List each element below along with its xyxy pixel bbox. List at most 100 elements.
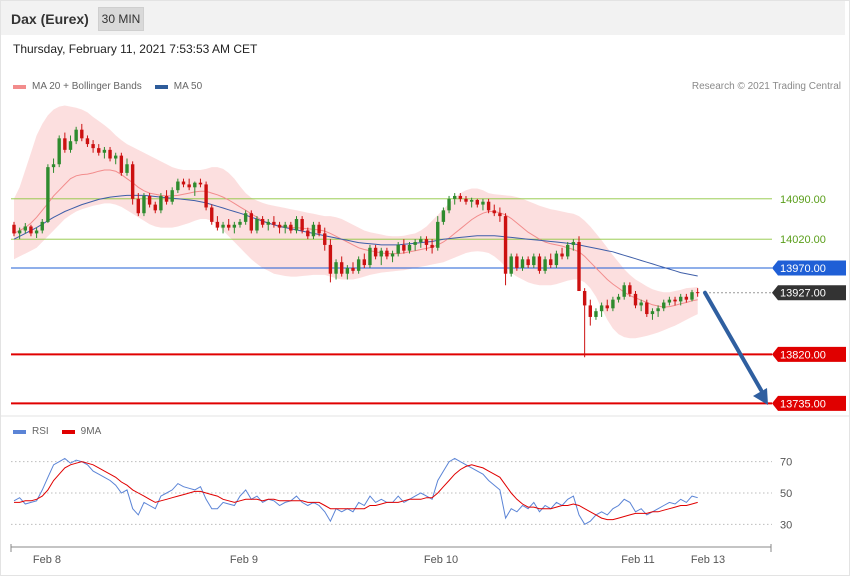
candle-body [170, 190, 174, 202]
candle-body [486, 201, 491, 211]
candle-body [464, 198, 468, 202]
candle-body [582, 291, 587, 306]
candle-body [611, 299, 615, 309]
legend-swatch-rsi [13, 429, 26, 434]
candle-body [419, 239, 423, 243]
candle-body [114, 155, 118, 159]
candle-body [125, 164, 129, 173]
candle-body [679, 296, 683, 302]
candle-body [283, 224, 287, 228]
candle-body [340, 262, 344, 274]
candle-body [368, 247, 372, 266]
candle-body [108, 149, 112, 159]
candle-body [249, 213, 253, 231]
timestamp-label: Thursday, February 11, 2021 7:53:53 AM C… [13, 42, 258, 56]
candle-body [690, 292, 694, 300]
candle-body [102, 149, 107, 153]
candle-body [40, 221, 44, 231]
candle-body [51, 164, 56, 168]
candle-body [616, 296, 621, 300]
candle-body [554, 253, 559, 266]
rsi-tick-label-30: 30 [780, 519, 792, 531]
candle-body [277, 224, 282, 228]
candle-body [560, 253, 564, 257]
rsi-tick-label-50: 50 [780, 488, 792, 500]
level-label-last-3: 13927.00 [780, 288, 826, 300]
legend-label-ma50: MA 50 [173, 81, 203, 92]
candle-body [187, 184, 191, 188]
candle-body [407, 244, 412, 251]
candle-body [243, 213, 248, 222]
legend-item-ma20: MA 20 + Bollinger Bands [13, 81, 142, 92]
candle-body [34, 230, 39, 234]
rsi-line [13, 457, 698, 525]
candle-body [164, 195, 169, 202]
candle-body [57, 138, 61, 165]
candle-body [481, 201, 485, 205]
candle-body [74, 129, 78, 142]
candle-body [628, 285, 632, 294]
candle-body [498, 213, 502, 217]
candle-body [492, 210, 496, 214]
x-tick-label-3: Feb 11 [621, 554, 654, 566]
level-tag-last-3 [772, 285, 846, 301]
candle-body [362, 259, 366, 266]
candle-body [373, 247, 378, 257]
candle-body [232, 224, 237, 228]
candle-body [650, 311, 655, 315]
x-tick-label-4: Feb 13 [691, 554, 725, 566]
candle-body [594, 311, 598, 317]
candle-body [63, 138, 67, 150]
candle-body [379, 250, 383, 257]
header-bar: Dax (Eurex) 30 MIN [1, 1, 845, 35]
x-tick-label-0: Feb 8 [33, 554, 61, 566]
candle-body [153, 204, 157, 211]
candle-body [260, 218, 265, 225]
candle-body [475, 199, 479, 205]
x-tick-label-2: Feb 10 [424, 554, 458, 566]
candle-body [334, 262, 338, 274]
candle-body [543, 259, 547, 271]
candle-body [441, 210, 446, 222]
candle-body [91, 144, 95, 149]
candle-body [667, 299, 672, 303]
candle-body [673, 299, 677, 302]
instrument-title: Dax (Eurex) [11, 11, 89, 27]
level-tag-pivot-2 [772, 260, 846, 276]
candle-body [356, 259, 361, 271]
level-tag-support-4 [772, 346, 846, 362]
candle-body [577, 242, 581, 292]
candle-body [266, 221, 270, 225]
candle-body [458, 195, 463, 199]
main-legend: MA 20 + Bollinger Bands MA 50 [13, 81, 215, 92]
candle-body [159, 195, 163, 211]
candle-body [515, 256, 519, 268]
level-label-resistance-0: 14090.00 [780, 194, 826, 206]
forecast-arrow-shaft [703, 290, 763, 392]
candle-body [599, 305, 604, 312]
candle-body [255, 218, 259, 231]
candle-body [130, 164, 135, 199]
ma50-line [13, 194, 698, 277]
timeframe-button[interactable]: 30 MIN [98, 7, 144, 31]
candle-body [509, 256, 513, 274]
candle-body [396, 244, 400, 254]
candle-body [204, 184, 208, 208]
candle-body [588, 305, 592, 317]
legend-swatch-ma20 [13, 84, 26, 89]
candle-body [80, 129, 84, 139]
candle-body [23, 226, 27, 231]
candle-body [85, 138, 90, 145]
candle-body [605, 305, 609, 309]
candle-body [520, 259, 525, 268]
candle-body [390, 253, 395, 257]
candle-body [193, 182, 197, 188]
candle-body [447, 198, 451, 211]
legend-label-9ma: 9MA [80, 426, 102, 437]
candle-body [215, 221, 220, 228]
level-label-resistance-1: 14020.00 [780, 234, 826, 246]
candle-body [142, 195, 146, 214]
candle-body [311, 224, 316, 237]
level-label-support-4: 13820.00 [780, 349, 826, 361]
